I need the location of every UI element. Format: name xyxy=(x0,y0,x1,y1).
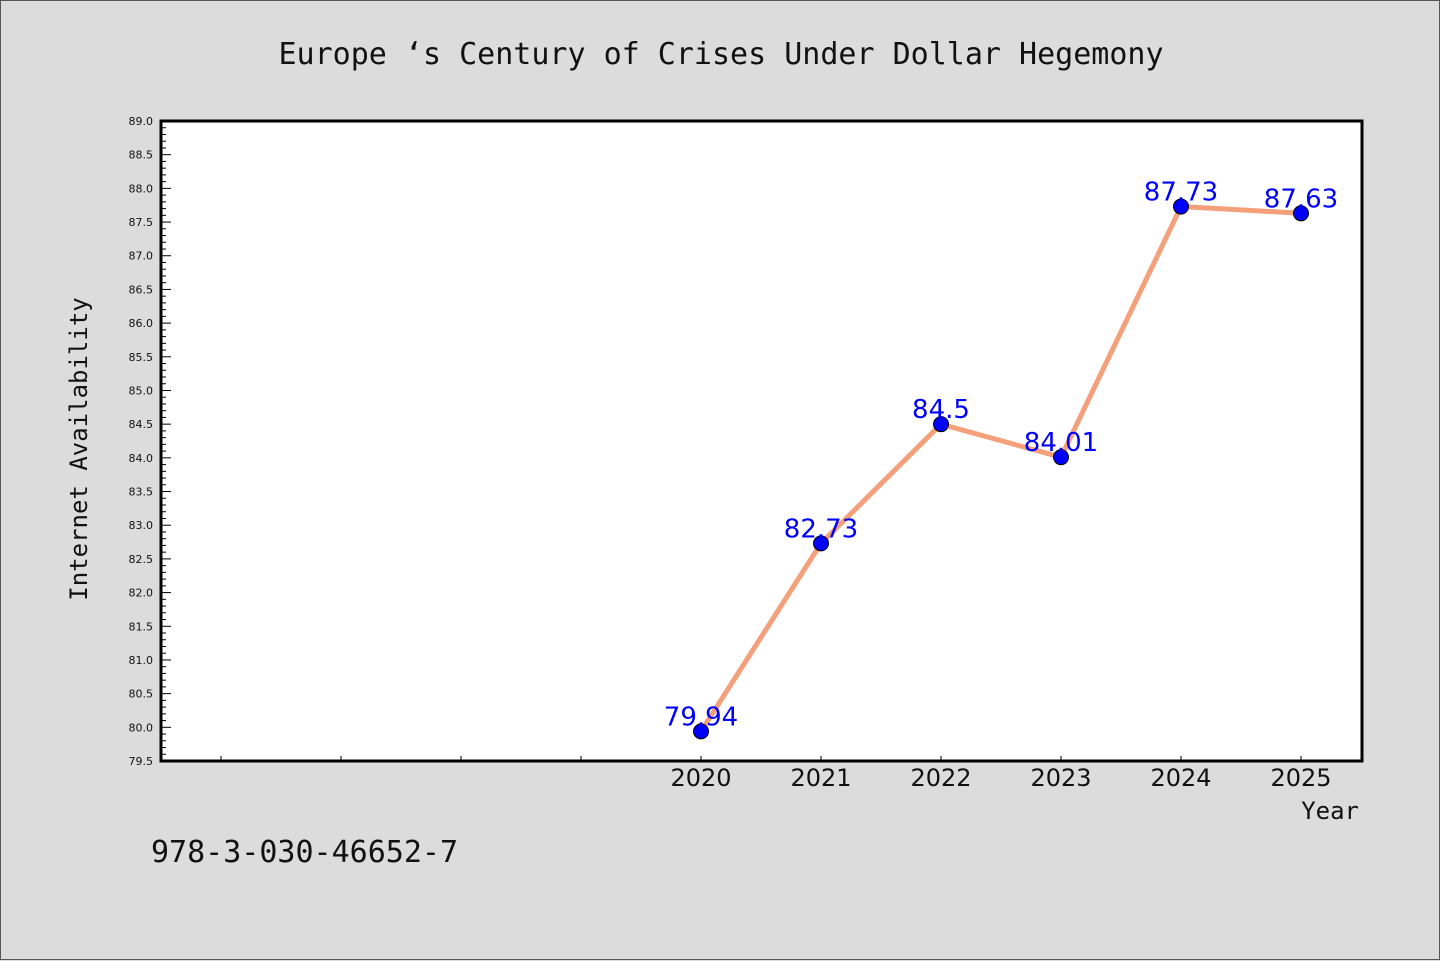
y-tick-label: 86.5 xyxy=(129,283,154,296)
data-label: 84.01 xyxy=(1024,428,1098,458)
y-tick-label: 88.5 xyxy=(129,149,154,162)
y-tick-label: 84.0 xyxy=(129,452,154,465)
y-tick-label: 80.5 xyxy=(129,688,154,701)
data-point xyxy=(1173,198,1189,215)
y-tick-label: 82.0 xyxy=(129,587,154,600)
data-point xyxy=(933,416,949,433)
y-tick-label: 83.5 xyxy=(129,486,154,499)
x-tick-label: 2025 xyxy=(1270,764,1331,792)
data-point xyxy=(1293,205,1309,222)
y-tick-label: 83.0 xyxy=(129,519,154,532)
y-tick-label: 82.5 xyxy=(129,553,154,566)
data-label: 84.5 xyxy=(912,395,970,425)
y-tick-label: 85.0 xyxy=(129,384,154,397)
x-tick-label: 2023 xyxy=(1030,764,1091,792)
data-point xyxy=(1053,449,1069,466)
y-tick-label: 87.0 xyxy=(129,250,154,263)
series-line xyxy=(698,204,1302,733)
chart-title: Europe ‘s Century of Crises Under Dollar… xyxy=(278,37,1164,72)
y-tick-label: 89.0 xyxy=(129,115,154,128)
plot-border xyxy=(159,119,1364,763)
y-tick-label: 81.5 xyxy=(129,620,154,633)
data-label: 87.73 xyxy=(1144,178,1218,208)
y-tick-label: 85.5 xyxy=(129,351,154,364)
y-tick-label: 86.0 xyxy=(129,317,154,330)
data-label: 79.94 xyxy=(664,702,738,732)
y-tick-label: 79.5 xyxy=(129,755,154,768)
plot-area xyxy=(161,121,1362,761)
data-label: 87.63 xyxy=(1264,184,1338,214)
isbn-text: 978-3-030-46652-7 xyxy=(151,835,459,870)
data-label: 82.73 xyxy=(784,514,858,544)
y-tick-label: 87.5 xyxy=(129,216,154,229)
x-tick-label: 2020 xyxy=(670,764,731,792)
y-tick-label: 81.0 xyxy=(129,654,154,667)
data-point xyxy=(693,723,709,740)
x-tick-label: 2024 xyxy=(1150,764,1211,792)
y-tick-label: 84.5 xyxy=(129,418,154,431)
x-tick-label: 2022 xyxy=(910,764,971,792)
x-axis-label: Year xyxy=(1301,797,1359,825)
data-point xyxy=(813,535,829,552)
x-tick-label: 2021 xyxy=(790,764,851,792)
y-tick-label: 80.0 xyxy=(129,721,154,734)
y-tick-label: 88.0 xyxy=(129,182,154,195)
